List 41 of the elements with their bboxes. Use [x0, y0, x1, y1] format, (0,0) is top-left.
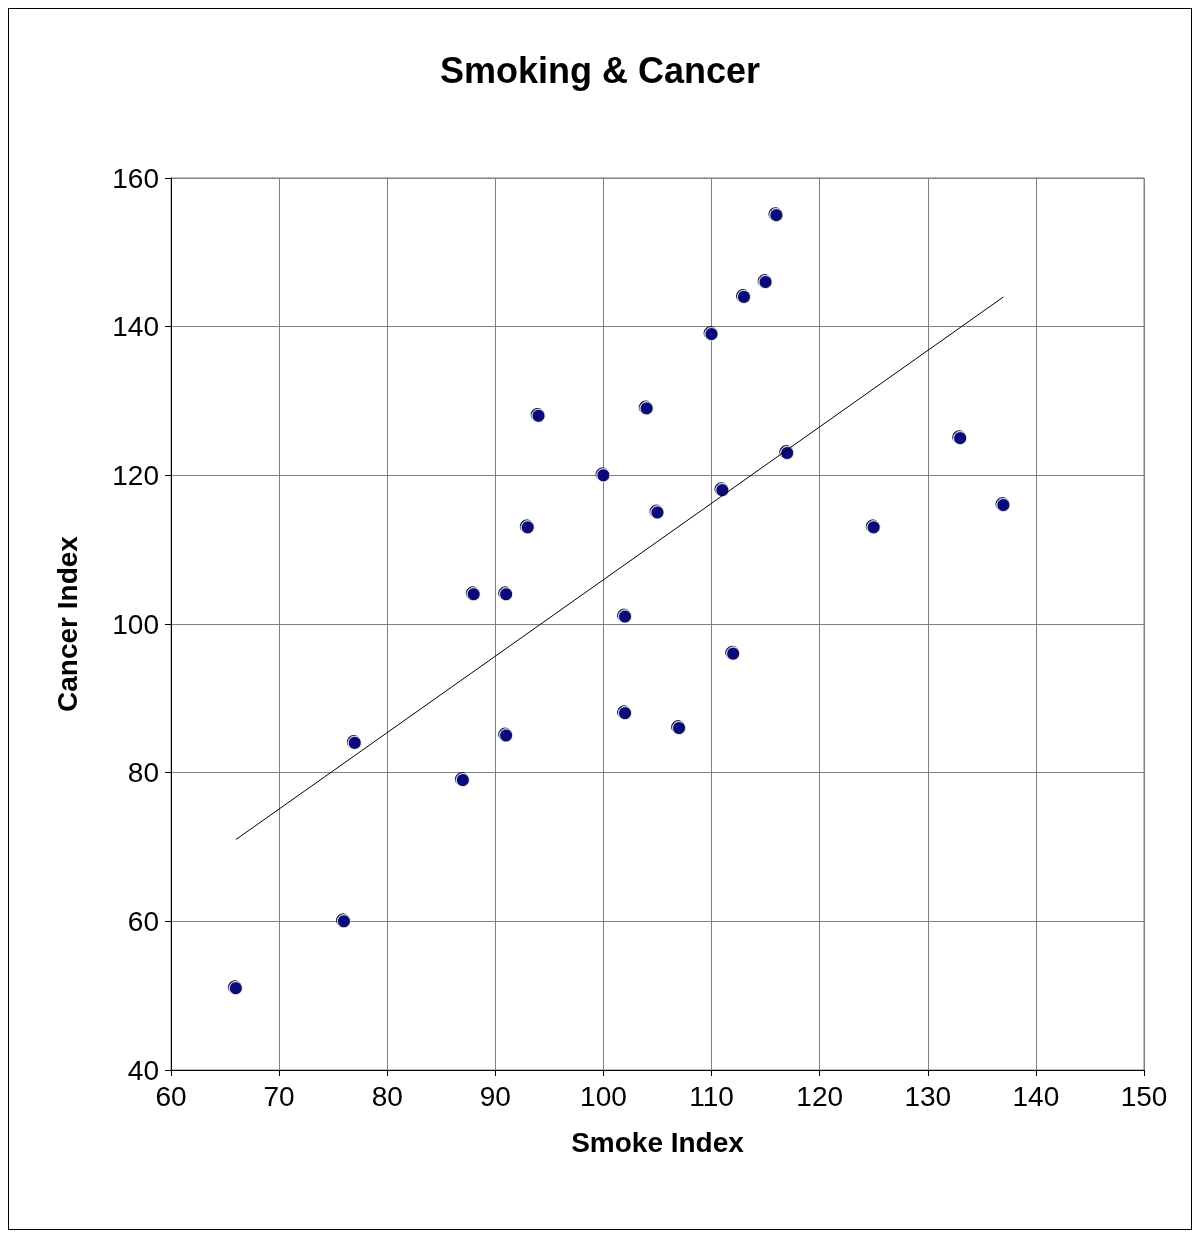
point: [769, 208, 784, 223]
x-tick-label: 150: [1120, 1080, 1168, 1112]
point: [596, 468, 611, 483]
y-tick-label: 160: [112, 162, 159, 194]
x-tick-label: 100: [580, 1080, 627, 1112]
y-tick-label: 100: [112, 608, 159, 640]
point: [704, 327, 719, 342]
point: [499, 728, 514, 743]
point: [758, 275, 773, 290]
point: [228, 981, 243, 996]
point: [953, 431, 968, 446]
point: [650, 505, 665, 520]
x-tick-label: 90: [479, 1080, 511, 1112]
y-tick-label: 120: [112, 459, 159, 491]
point: [455, 773, 470, 788]
y-tick-label: 80: [127, 757, 159, 789]
point: [531, 408, 546, 423]
x-tick-label: 80: [371, 1080, 403, 1112]
x-tick-label: 130: [904, 1080, 952, 1112]
x-tick-label: 70: [263, 1080, 295, 1112]
x-tick-label: 120: [796, 1080, 844, 1112]
point: [996, 498, 1011, 513]
y-tick-label: 60: [127, 905, 159, 937]
point: [737, 289, 751, 304]
y-tick-label: 140: [112, 311, 159, 343]
x-tick-label: 110: [689, 1080, 734, 1112]
point: [618, 609, 633, 624]
point: [347, 735, 362, 750]
point: [618, 706, 633, 721]
point: [336, 914, 351, 929]
point: [866, 520, 881, 535]
point: [466, 587, 481, 602]
y-axis-title: Cancer Index: [51, 535, 83, 712]
point: [639, 401, 654, 416]
point: [499, 587, 514, 602]
x-tick-label: 140: [1012, 1080, 1060, 1112]
point: [520, 520, 535, 535]
chart-title: Smoking & Cancer: [439, 49, 761, 91]
x-axis-title: Smoke Index: [571, 1126, 745, 1158]
point: [726, 646, 741, 661]
point: [672, 721, 687, 736]
